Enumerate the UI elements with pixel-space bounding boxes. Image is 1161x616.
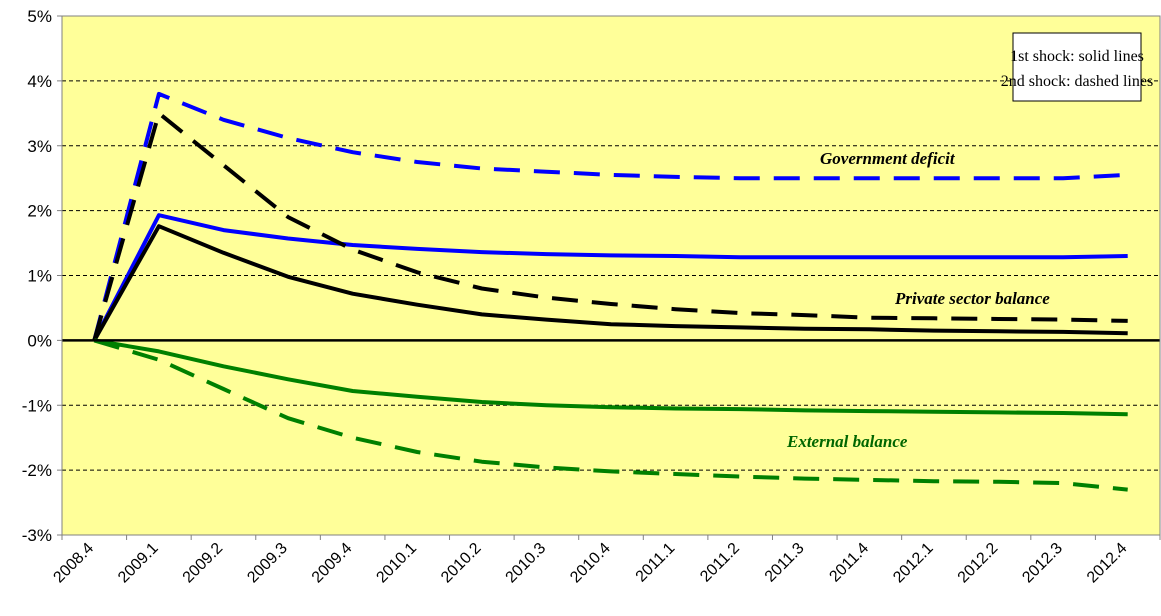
y-tick-label: 4% xyxy=(27,72,52,91)
x-tick-label: 2011.2 xyxy=(697,540,743,586)
x-tick-label: 2011.4 xyxy=(826,540,872,586)
x-tick-label: 2012.4 xyxy=(1084,540,1131,587)
x-tick-label: 2012.1 xyxy=(890,540,937,587)
x-tick-label: 2009.2 xyxy=(180,540,227,587)
annotation-external-balance: External balance xyxy=(786,432,908,451)
series-lines xyxy=(92,91,1128,492)
y-tick-label: -2% xyxy=(22,461,52,480)
x-tick-label: 2012.2 xyxy=(955,540,1002,587)
legend-box: 1st shock: solid lines 2nd shock: dashed… xyxy=(1001,32,1153,102)
y-tick-label: 3% xyxy=(27,137,52,156)
x-tick-label: 2009.1 xyxy=(115,540,162,587)
x-tick-label: 2010.2 xyxy=(438,540,485,587)
annotation-government-deficit: Government deficit xyxy=(820,149,956,168)
legend-line-1: 1st shock: solid lines xyxy=(1010,48,1144,65)
y-tick-label: 2% xyxy=(27,202,52,221)
x-tick-label: 2009.3 xyxy=(244,540,291,587)
y-tick-label: 1% xyxy=(27,267,52,286)
y-tick-label: -3% xyxy=(22,526,52,545)
legend-box-frame xyxy=(1012,32,1142,102)
x-axis-tick-labels: 2008.4 2009.1 2009.2 2009.3 2009.4 2010.1 2010… xyxy=(50,535,1161,587)
series-line-private-sector-balance-1st-shock xyxy=(92,224,1128,342)
plot-frame xyxy=(61,15,1161,536)
x-tick-label: 2008.4 xyxy=(50,540,97,587)
x-tick-label: 2009.4 xyxy=(309,540,356,587)
y-tick-label: 5% xyxy=(27,7,52,26)
y-tick-label: -1% xyxy=(22,396,52,415)
series-line-external-balance-2nd-shock xyxy=(93,338,1128,492)
x-tick-label: 2010.3 xyxy=(503,540,550,587)
x-tick-label: 2010.1 xyxy=(373,540,420,587)
legend-line-2: 2nd shock: dashed lines xyxy=(1001,73,1153,90)
y-axis-tick-labels: 5% 4% 3% 2% 1% 0% -1% -2% -3% xyxy=(22,7,62,545)
x-tick-label: 2010.4 xyxy=(567,540,614,587)
series-line-external-balance-1st-shock xyxy=(93,338,1128,417)
x-tick-label: 2011.3 xyxy=(762,540,808,586)
series-line-private-sector-balance-2nd-shock xyxy=(92,111,1128,341)
annotation-private-sector-balance: Private sector balance xyxy=(894,289,1050,308)
series-line-government-deficit-1st-shock xyxy=(92,213,1128,342)
y-tick-label: 0% xyxy=(27,331,52,350)
series-line-government-deficit-2nd-shock xyxy=(92,91,1128,341)
x-tick-label: 2011.1 xyxy=(633,540,679,586)
x-tick-label: 2012.3 xyxy=(1019,540,1066,587)
